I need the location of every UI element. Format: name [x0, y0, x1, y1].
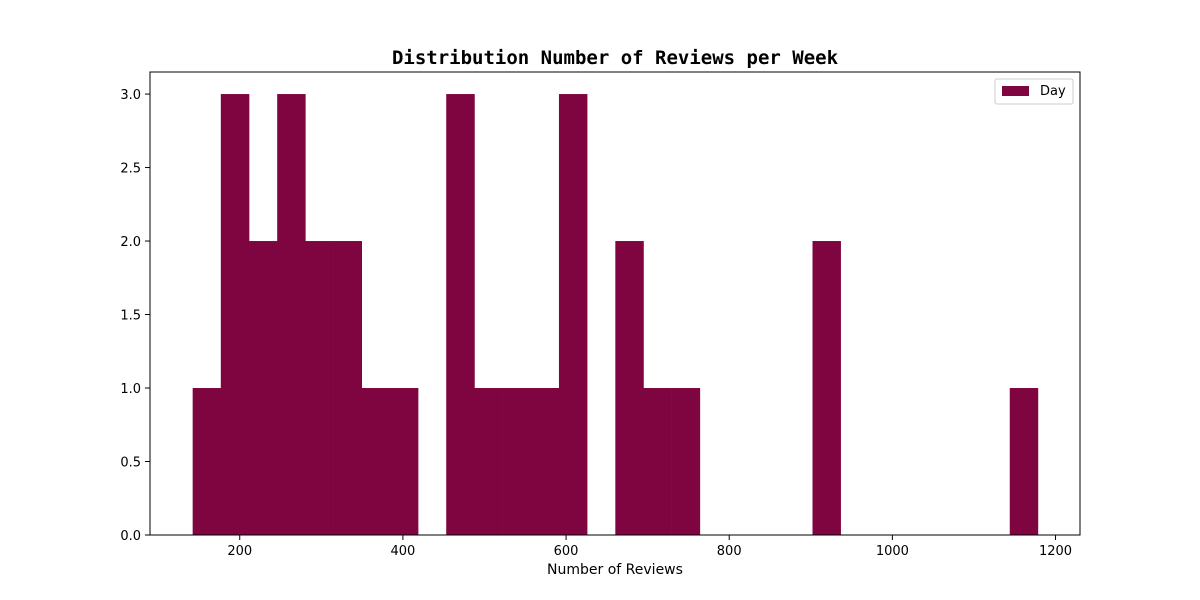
- y-tick-label: 0.0: [120, 529, 141, 544]
- x-tick-label: 1200: [1039, 544, 1072, 559]
- histogram-bar: [474, 388, 503, 535]
- histogram-bars: [192, 94, 1039, 536]
- legend-swatch-day: [1002, 86, 1029, 96]
- chart-title: Distribution Number of Reviews per Week: [392, 47, 839, 69]
- x-tick-label: 200: [227, 544, 252, 559]
- histogram-bar: [305, 241, 334, 536]
- x-tick-label: 800: [717, 544, 742, 559]
- histogram-bar: [389, 388, 419, 535]
- y-tick-label: 3.0: [120, 88, 141, 103]
- histogram-bar: [361, 388, 391, 535]
- x-tick-label: 600: [554, 544, 579, 559]
- plot-area-frame: [149, 71, 1081, 536]
- y-tick-label: 2.0: [120, 235, 141, 250]
- histogram-bar: [558, 94, 588, 536]
- histogram-bar: [249, 241, 278, 536]
- histogram-bar: [643, 388, 672, 535]
- histogram-bar: [671, 388, 701, 535]
- legend[interactable]: Day: [994, 78, 1074, 105]
- y-tick-label: 1.0: [120, 382, 141, 397]
- histogram-bar: [502, 388, 532, 535]
- histogram-bar: [333, 241, 362, 536]
- histogram-bar: [277, 94, 306, 536]
- histogram-bar: [615, 241, 644, 536]
- y-tick-label: 1.5: [120, 309, 141, 324]
- histogram-bar: [446, 94, 475, 536]
- x-tick-label: 1000: [876, 544, 909, 559]
- x-axis-label: Number of Reviews: [547, 562, 683, 578]
- y-tick-label: 2.5: [120, 162, 141, 177]
- x-axis-ticks: 200 400 600 800 1000 1200: [227, 535, 1072, 559]
- histogram-bar: [1009, 388, 1039, 535]
- histogram-bar: [220, 94, 250, 536]
- legend-box: [994, 78, 1074, 105]
- legend-label-day: Day: [1040, 84, 1066, 99]
- y-axis-ticks: 0.0 0.5 1.0 1.5 2.0 2.5 3.0: [120, 88, 150, 544]
- histogram-bar: [192, 388, 222, 535]
- histogram-bar: [530, 388, 560, 535]
- histogram-bar: [812, 241, 841, 536]
- x-tick-label: 400: [390, 544, 415, 559]
- y-tick-label: 0.5: [120, 456, 141, 471]
